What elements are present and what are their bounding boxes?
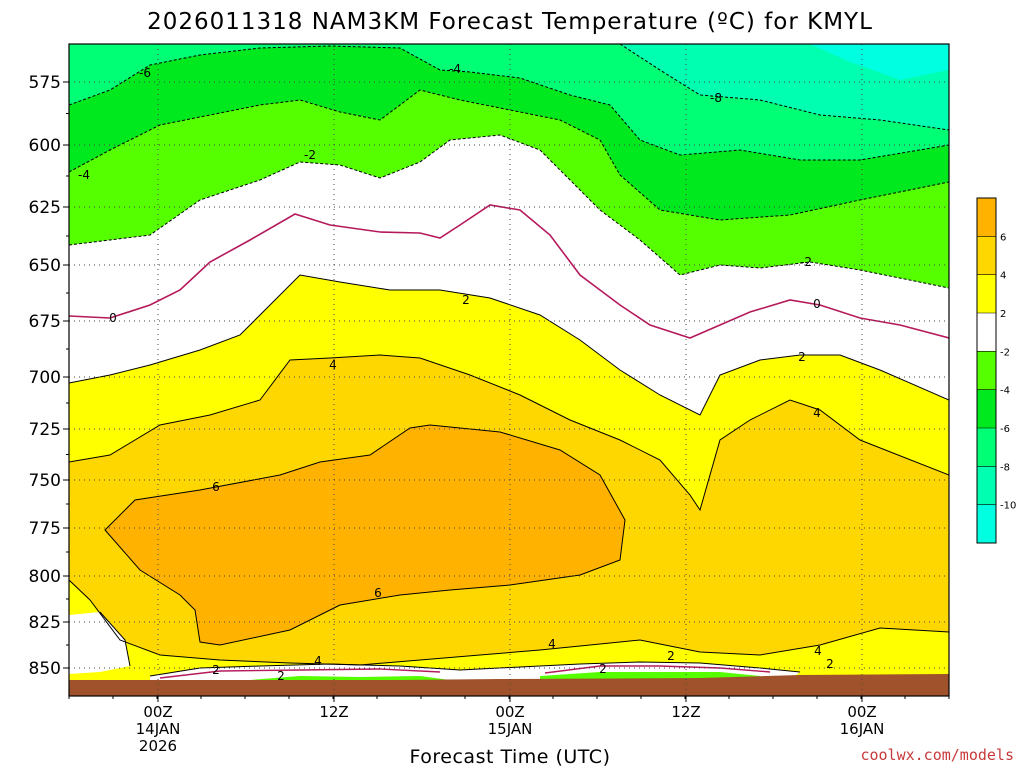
x-tick-label: 00Z [143, 703, 172, 721]
x-axis-label: Forecast Time (UTC) [410, 746, 611, 768]
contour-minus2 [69, 134, 949, 289]
contour-plus2 [69, 274, 949, 416]
x-tick-label: 12Z [319, 703, 348, 721]
y-tick-label: 650 [29, 256, 61, 276]
contour-label: 0 [109, 311, 117, 325]
y-tick-label: 700 [29, 368, 61, 388]
contour-minus6 [69, 45, 949, 161]
contour-label: 4 [813, 406, 821, 420]
legend-swatch [977, 466, 996, 505]
y-tick-label: 625 [29, 198, 61, 218]
contour-label: -4 [78, 168, 90, 182]
contour-label: -2 [800, 255, 812, 269]
band-surface-white [69, 612, 130, 674]
legend-label: 4 [1000, 271, 1006, 282]
contour-label: 2 [826, 657, 834, 671]
contour-label: 2 [667, 649, 675, 663]
legend-swatch [977, 236, 996, 275]
contour-label: -8 [710, 91, 722, 105]
gridlines [69, 44, 949, 696]
contour-label: 0 [813, 297, 821, 311]
plot-area [69, 44, 949, 696]
legend-label: -2 [1000, 347, 1010, 358]
contour-label: -6 [139, 66, 151, 80]
y-tick-label: 850 [29, 659, 61, 679]
band-surface-green [250, 676, 450, 680]
legend-label: 2 [1000, 309, 1006, 320]
y-tick-label: 575 [29, 73, 61, 93]
x-tick-label: 14JAN [136, 720, 181, 738]
y-tick-label: 800 [29, 567, 61, 587]
contour-zero-lower [159, 665, 771, 679]
contour-plus2-lower [99, 611, 801, 677]
contour-label: 4 [548, 637, 556, 651]
legend-swatch [977, 428, 996, 467]
band-above-plus6 [105, 425, 625, 645]
contour-lines [69, 44, 949, 679]
ground-terrain [69, 674, 949, 696]
y-axis: 575 600 625 650 675 700 725 750 775 800 825 850 [29, 73, 69, 679]
legend-label: -8 [1000, 462, 1010, 473]
legend-label: 6 [1000, 232, 1006, 243]
y-tick-label: 675 [29, 312, 61, 332]
y-tick-label: 775 [29, 519, 61, 539]
contour-label: 4 [329, 358, 337, 372]
contour-label: 6 [374, 586, 382, 600]
color-legend: 6 4 2 -2 -4 -6 -8 -10 [976, 197, 1016, 544]
legend-swatch [977, 313, 996, 352]
contour-zero [69, 204, 949, 339]
contour-label: -4 [449, 62, 461, 76]
legend-swatch [977, 274, 996, 313]
legend-frame [976, 197, 997, 544]
x-tick-label: 2026 [139, 737, 177, 755]
chart-title: 2026011318 NAM3KM Forecast Temperature (… [147, 9, 873, 35]
x-tick-label: 16JAN [840, 720, 885, 738]
contour-minus8 [619, 44, 949, 131]
legend-swatch [977, 389, 996, 428]
contour-label: -2 [304, 148, 316, 162]
contour-plus4-lower [69, 579, 949, 666]
x-tick-label: 00Z [847, 703, 876, 721]
y-tick-label: 725 [29, 420, 61, 440]
credit-text: coolwx.com/models [860, 746, 1014, 764]
contour-plus6 [104, 424, 626, 646]
x-tick-label: 12Z [671, 703, 700, 721]
contour-label: 4 [314, 654, 322, 668]
y-tick-label: 750 [29, 471, 61, 491]
x-tick-label: 00Z [495, 703, 524, 721]
contour-label: 6 [212, 480, 220, 494]
contour-label: 4 [814, 644, 822, 658]
contour-label: 2 [599, 662, 607, 676]
legend-swatch [977, 351, 996, 390]
contour-label: 2 [798, 350, 806, 364]
y-tick-label: 825 [29, 613, 61, 633]
legend-swatch [977, 198, 996, 237]
contour-plus4 [69, 354, 949, 512]
x-tick-label: 15JAN [488, 720, 533, 738]
contour-label: 2 [212, 663, 220, 677]
legend-label: -4 [1000, 386, 1010, 397]
legend-label: -10 [1000, 501, 1016, 512]
legend-swatch [977, 504, 996, 543]
legend-label: -6 [1000, 424, 1010, 435]
contour-label: 2 [462, 293, 470, 307]
y-tick-label: 600 [29, 136, 61, 156]
contour-label: 2 [277, 669, 285, 683]
